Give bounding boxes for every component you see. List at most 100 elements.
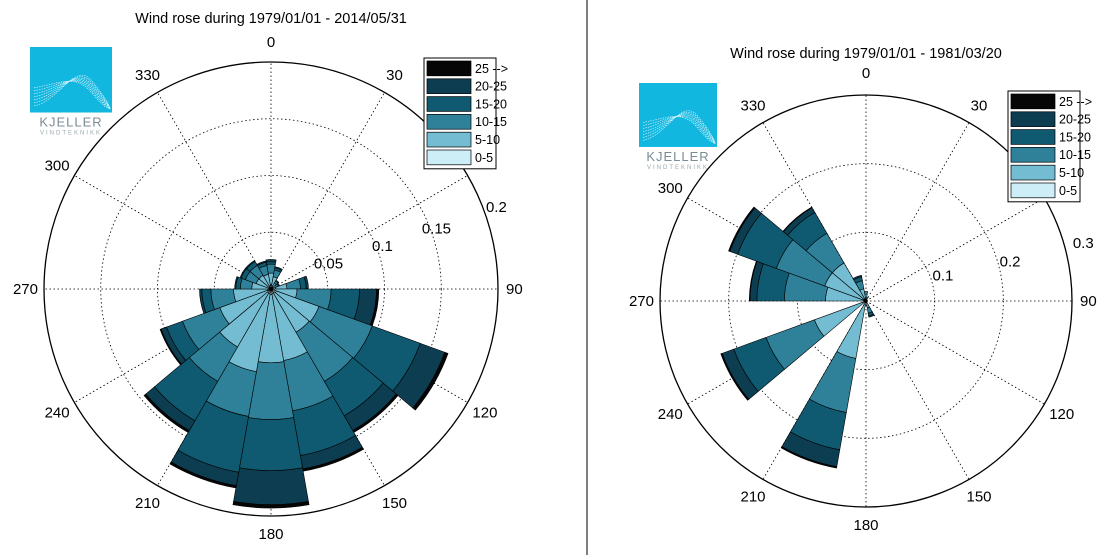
legend-label-3: 10-15 — [475, 115, 507, 129]
logo-wave-line — [33, 76, 111, 110]
logo-graphic — [639, 83, 717, 147]
sector-340 — [256, 260, 272, 290]
radial-label-0.3: 0.3 — [1073, 235, 1094, 252]
logo-wave-line — [642, 110, 716, 144]
logo-subtext: VINDTEKNIKK — [647, 165, 709, 171]
legend: 25 --> 20-25 15-20 10-15 5-10 0-5 — [1007, 90, 1092, 203]
angle-label-0: 0 — [267, 34, 275, 51]
angle-gridline — [865, 122, 970, 302]
legend-label-0: 25 --> — [1059, 95, 1092, 109]
logo-wave-line — [642, 113, 716, 144]
radial-label-0.2: 0.2 — [486, 199, 507, 216]
sector-300 — [728, 206, 867, 302]
sector-220-bin-25 --> — [143, 393, 190, 433]
logo-text: KJELLER — [646, 149, 709, 164]
logo-wave-line — [33, 79, 111, 110]
wind-rose-panel-left: Wind rose during 1979/01/01 - 2014/05/31… — [13, 11, 523, 543]
angle-label-300: 300 — [45, 158, 70, 175]
sector-260 — [199, 288, 272, 314]
legend-swatch-5 — [1010, 182, 1056, 199]
sector-280-bin-20-25 — [234, 276, 239, 290]
chart-title: Wind rose during 1979/01/01 - 2014/05/31 — [135, 11, 407, 27]
legend-swatch-5 — [426, 149, 472, 166]
sector-220 — [143, 288, 272, 433]
radial-label-0.2: 0.2 — [1000, 253, 1021, 270]
angle-label-270: 270 — [629, 293, 654, 310]
sector-80-bin-10-15 — [285, 278, 301, 290]
legend-label-0: 25 --> — [475, 62, 508, 76]
sector-160 — [270, 288, 364, 472]
sector-200 — [169, 288, 272, 489]
radial-gridline — [100, 118, 442, 460]
angle-gridline — [865, 300, 970, 480]
legend-label-4: 5-10 — [1059, 166, 1084, 180]
legend-label-3: 10-15 — [1059, 148, 1091, 162]
sector-180-bin-20-25 — [233, 467, 309, 505]
sector-80 — [270, 275, 309, 290]
logo-wave-line — [642, 116, 716, 144]
legend-label-1: 20-25 — [475, 80, 507, 94]
legend-label-5: 0-5 — [1059, 184, 1077, 198]
radial-label-0.05: 0.05 — [314, 255, 343, 272]
radial-label-0.15: 0.15 — [422, 220, 451, 237]
sector-300-bin-25 --> — [728, 206, 756, 252]
angle-gridline — [865, 197, 1045, 302]
outer-circle — [43, 61, 499, 517]
legend: 25 --> 20-25 15-20 10-15 5-10 0-5 — [423, 57, 508, 170]
logo-text: KJELLER — [39, 115, 102, 130]
angle-label-120: 120 — [1049, 406, 1074, 423]
angle-label-120: 120 — [472, 405, 497, 422]
angle-label-90: 90 — [1080, 293, 1097, 310]
center-point — [864, 299, 868, 303]
sector-40-bin-15-20 — [275, 279, 280, 284]
angle-label-330: 330 — [740, 97, 765, 114]
logo-wave-line — [33, 80, 111, 110]
logo-wave-line — [642, 115, 716, 144]
legend-label-2: 15-20 — [1059, 130, 1091, 144]
sector-0-bin-20-25 — [265, 259, 277, 263]
wind-rose-panel-right: Wind rose during 1979/01/01 - 1981/03/20… — [629, 46, 1097, 534]
logo-wave-line — [642, 114, 716, 144]
angle-gridline — [865, 300, 1045, 405]
radial-label-0.1: 0.1 — [933, 268, 954, 285]
angle-label-240: 240 — [658, 406, 683, 423]
chart-title: Wind rose during 1979/01/01 - 1981/03/20 — [730, 46, 1002, 62]
legend-swatch-1 — [426, 78, 472, 94]
legend-label-2: 15-20 — [475, 97, 507, 111]
sector-320-bin-20-25 — [245, 260, 256, 269]
logo-wave-line — [642, 116, 716, 144]
logo-wave-line — [33, 75, 111, 110]
sector-340-bin-20-25 — [852, 274, 863, 281]
sector-200-bin-25 --> — [780, 446, 838, 469]
legend-swatch-1 — [1010, 111, 1056, 127]
legend-swatch-4 — [1010, 164, 1056, 181]
angle-label-30: 30 — [386, 67, 403, 84]
angle-gridline — [157, 92, 272, 290]
legend-swatch-0 — [426, 60, 472, 77]
angle-label-210: 210 — [740, 489, 765, 506]
sector-340-bin-20-25 — [256, 260, 267, 266]
legend-swatch-3 — [1010, 147, 1056, 163]
angle-gridline — [270, 92, 385, 290]
logo-subtext: VINDTEKNIKK — [40, 131, 102, 137]
logo-wave-line — [33, 80, 111, 110]
legend-swatch-2 — [1010, 129, 1056, 145]
sector-320 — [782, 206, 867, 302]
angle-label-210: 210 — [135, 495, 160, 512]
sector-180-bin-25 --> — [232, 501, 310, 509]
sector-180 — [232, 288, 310, 509]
sector-240-bin-25 --> — [720, 352, 750, 401]
angle-label-150: 150 — [382, 495, 407, 512]
logo-wave-line — [33, 80, 111, 110]
sector-320-bin-25 --> — [782, 206, 813, 233]
angle-label-240: 240 — [45, 405, 70, 422]
angle-label-150: 150 — [966, 489, 991, 506]
angle-label-300: 300 — [658, 180, 683, 197]
sector-120 — [270, 288, 449, 411]
angle-gridline — [74, 175, 272, 290]
sector-240-bin-25 --> — [159, 328, 182, 366]
angle-gridline — [270, 175, 468, 290]
